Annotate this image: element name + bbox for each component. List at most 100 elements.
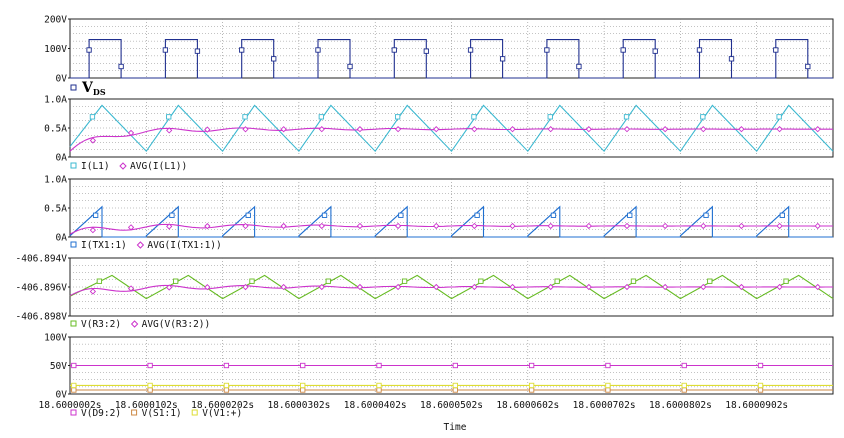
y-tick-label: 0.5A: [44, 204, 67, 215]
trace-marker: [86, 47, 92, 53]
trace-marker: [173, 278, 179, 284]
x-tick-label: 18.6000902s: [725, 400, 788, 411]
trace-marker: [318, 283, 325, 291]
legend-label: V(R3:2): [81, 319, 121, 330]
y-tick-label: 100V: [44, 333, 67, 344]
trace-marker: [528, 387, 535, 393]
trace-marker: [554, 278, 560, 284]
trace-marker: [376, 387, 382, 393]
legend-marker: [70, 241, 77, 248]
trace-marker: [318, 126, 325, 133]
trace-marker: [71, 387, 77, 393]
trace-marker: [249, 278, 255, 284]
trace-vds: [70, 39, 833, 79]
legend-marker: [70, 320, 77, 327]
trace-marker: [576, 63, 582, 70]
trace-marker: [620, 47, 626, 53]
trace-marker: [509, 126, 516, 133]
legend-marker: [130, 320, 139, 328]
trace-marker: [147, 362, 153, 369]
trace-marker: [623, 222, 631, 230]
trace-marker: [71, 362, 77, 369]
trace-marker: [166, 127, 173, 134]
trace-marker: [681, 387, 687, 393]
trace-marker: [499, 56, 506, 62]
x-tick-label: 18.6000402s: [344, 400, 407, 411]
trace-marker: [585, 222, 592, 230]
trace-marker: [433, 126, 440, 133]
trace-marker: [627, 212, 633, 218]
trace-marker: [242, 114, 248, 120]
trace-marker: [356, 283, 364, 291]
trace-marker: [376, 382, 382, 389]
legend-label: I(L1): [81, 161, 110, 172]
x-tick-label: 18.6000202s: [191, 400, 254, 411]
trace-marker: [433, 222, 440, 230]
trace-marker: [776, 283, 783, 291]
x-tick-label: 18.6000502s: [420, 400, 483, 411]
trace-marker: [162, 47, 169, 53]
trace-marker: [325, 278, 331, 284]
trace-marker: [300, 382, 306, 389]
trace-marker: [127, 285, 135, 292]
trace-marker: [623, 114, 630, 120]
trace-marker: [700, 114, 706, 120]
trace-marker: [394, 126, 402, 133]
trace-marker: [662, 283, 669, 291]
y-tick-label: 50V: [50, 361, 67, 372]
trace-marker: [452, 387, 458, 393]
trace-marker: [423, 48, 429, 54]
y-tick-label: 0.5A: [44, 124, 67, 135]
trace-marker: [528, 382, 535, 389]
trace-marker: [814, 126, 821, 133]
trace-marker: [623, 283, 631, 291]
trace-marker: [605, 382, 611, 389]
trace-marker: [169, 212, 175, 218]
trace-marker: [681, 362, 687, 369]
legend-label: I(TX1:1): [81, 240, 127, 251]
trace-marker: [776, 222, 783, 230]
trace-marker: [127, 129, 135, 137]
trace-marker: [783, 278, 789, 284]
trace-marker: [547, 283, 554, 291]
legend-marker: [136, 241, 145, 249]
y-tick-label: -406.896V: [16, 283, 68, 294]
trace-marker: [478, 278, 484, 284]
trace-marker: [773, 47, 779, 53]
trace-marker: [242, 126, 249, 133]
trace-marker: [544, 47, 550, 53]
x-tick-label: 18.6000002s: [39, 400, 102, 411]
trace-marker: [166, 114, 172, 120]
trace-marker: [471, 283, 478, 291]
trace-marker: [300, 362, 306, 369]
trace-marker: [127, 224, 135, 231]
trace-marker: [347, 63, 353, 70]
trace-marker: [300, 387, 306, 393]
trace-marker: [452, 362, 458, 369]
trace-marker: [242, 283, 249, 291]
trace-marker: [280, 126, 287, 133]
panel-4: -406.894V -406.896V -406.898V V(R3:2) AVG(V(…: [16, 254, 834, 330]
vds-annotation-sub: DS: [93, 87, 106, 97]
trace-marker: [605, 362, 611, 369]
trace-marker: [166, 223, 173, 230]
legend-label: V(D9:2): [81, 408, 121, 419]
trace-marker: [700, 126, 707, 133]
trace-marker: [394, 114, 401, 120]
trace-i-l1-: [69, 104, 834, 153]
trace-marker: [776, 126, 783, 133]
y-tick-label: 1.0A: [44, 175, 67, 186]
trace-marker: [356, 222, 364, 230]
trace-marker: [452, 382, 458, 389]
panel-3: 1.0A 0.5A 0A I(TX1:1) AVG(I(TX1:1)): [44, 175, 834, 251]
trace-marker: [700, 222, 707, 230]
trace-marker: [223, 382, 230, 389]
trace-marker: [204, 222, 211, 230]
legend-label: V(S1:1): [142, 408, 182, 419]
trace-marker: [550, 212, 557, 218]
trace-marker: [239, 47, 245, 53]
y-tick-label: 100V: [44, 44, 67, 55]
legend-marker: [70, 162, 77, 169]
trace-marker: [89, 288, 97, 295]
trace-marker: [96, 278, 103, 284]
